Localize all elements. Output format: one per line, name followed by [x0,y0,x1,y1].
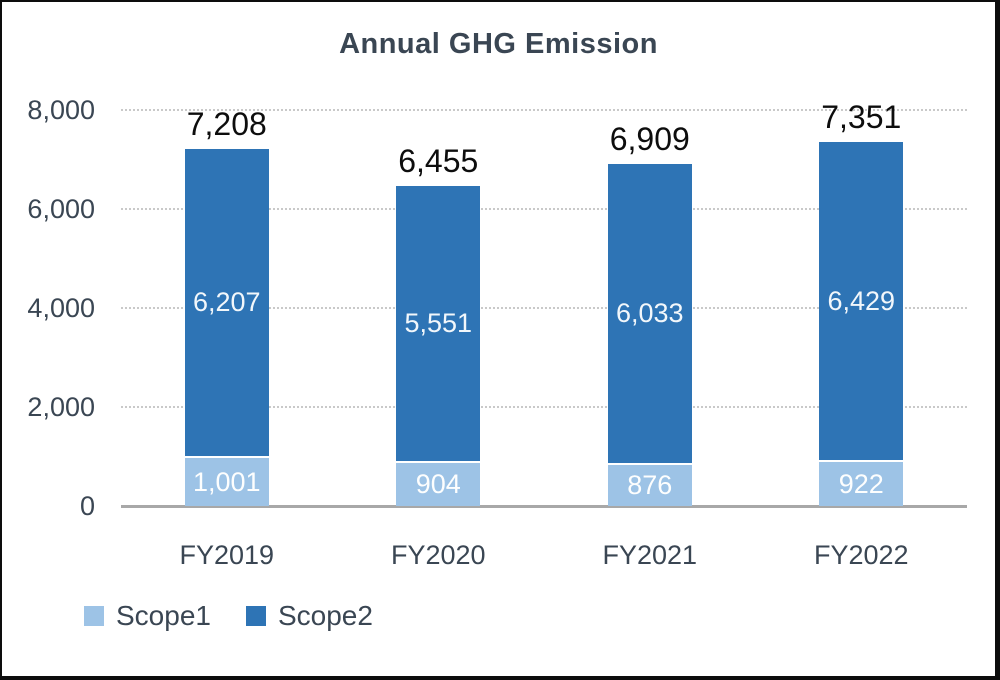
bar-value-label: 6,429 [827,285,896,316]
legend-label: Scope2 [277,600,373,631]
legend-item-scope1: Scope1 [84,600,211,632]
bar-segment-scope1: 922 [819,460,904,506]
gridline [121,307,967,309]
legend-label: Scope1 [116,600,211,631]
legend: Scope1 Scope2 [84,600,373,632]
bar-total-label: 6,909 [609,121,690,157]
bar-total-label: 7,351 [821,99,902,136]
bar-segment-scope2: 6,429 [819,142,904,461]
x-tick-label: FY2022 [813,540,909,570]
bar-segment-scope1: 876 [607,462,692,506]
chart-title: Annual GHG Emission [339,28,658,60]
gridline [121,406,967,408]
bar-segment-scope2: 6,207 [184,149,269,457]
y-tick-label: 4,000 [27,293,95,323]
bar-value-label: 922 [838,468,884,499]
legend-item-scope2: Scope2 [245,600,373,632]
x-axis-line [121,505,967,508]
y-tick-label: 6,000 [27,194,95,224]
x-tick-label: FY2019 [179,540,275,570]
x-tick-label: FY2020 [390,540,486,570]
bar-value-label: 6,033 [615,297,684,328]
bar-value-label: 6,207 [192,287,261,318]
bar-segment-scope1: 904 [396,461,481,506]
bar-value-label: 5,551 [404,308,473,339]
legend-swatch-scope1 [84,606,104,626]
bar-total-label: 6,455 [398,143,479,180]
bar-segment-scope1: 1,001 [184,456,269,506]
bar-segment-scope2: 5,551 [396,186,481,462]
legend-swatch-scope2 [245,606,266,626]
bar-value-label: 904 [415,469,461,500]
gridline [121,109,967,111]
gridline [121,208,967,210]
y-tick-label: 8,000 [27,95,95,125]
y-tick-label: 2,000 [27,392,95,422]
bar-value-label: 876 [627,469,673,500]
x-tick-label: FY2021 [602,540,698,570]
bar-segment-scope2: 6,033 [607,164,692,463]
y-tick-label: 0 [79,491,95,521]
bar-total-label: 7,208 [186,106,267,143]
bar-value-label: 1,001 [192,466,261,497]
